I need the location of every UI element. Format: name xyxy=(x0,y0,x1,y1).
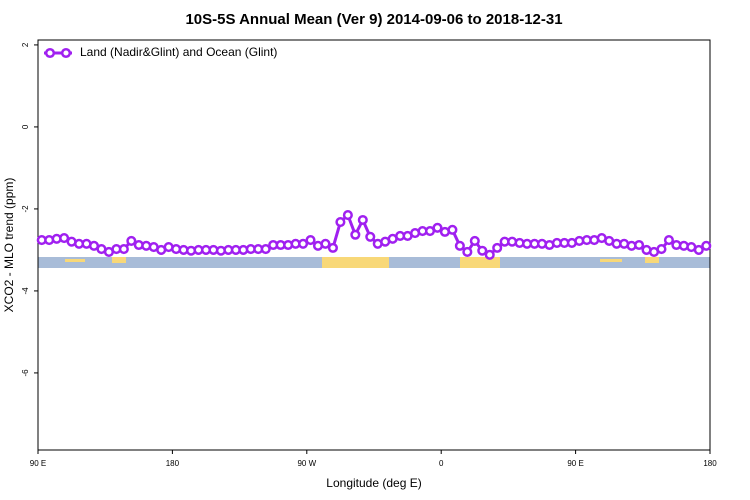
data-point xyxy=(118,244,129,255)
x-axis-label: Longitude (deg E) xyxy=(326,476,421,490)
data-point xyxy=(342,210,353,221)
y-tick-label: -2 xyxy=(21,205,30,213)
x-tick-label: 90 E xyxy=(30,459,46,468)
data-point xyxy=(305,235,316,246)
land-patch xyxy=(322,257,389,268)
legend-label: Land (Nadir&Glint) and Ocean (Glint) xyxy=(80,45,277,59)
legend-marker xyxy=(60,47,72,59)
data-point xyxy=(462,246,473,258)
data-point xyxy=(477,245,488,256)
data-point xyxy=(469,235,480,246)
data-point xyxy=(260,244,271,255)
data-point xyxy=(126,235,137,246)
land-patch xyxy=(65,259,85,262)
y-tick-label: -4 xyxy=(21,287,30,295)
data-point xyxy=(357,214,368,226)
data-point xyxy=(492,242,503,253)
x-tick-label: 90 E xyxy=(567,459,583,468)
data-point xyxy=(327,242,338,253)
x-tick-label: 0 xyxy=(439,459,444,468)
data-point xyxy=(634,239,645,251)
land-patch xyxy=(600,259,622,262)
y-tick-label: -6 xyxy=(21,369,30,377)
data-point xyxy=(350,229,361,240)
x-tick-label: 90 W xyxy=(297,459,316,468)
data-point xyxy=(432,222,443,233)
y-tick-label: 2 xyxy=(21,42,30,47)
map-strip xyxy=(38,257,710,268)
data-point xyxy=(298,238,309,249)
data-point xyxy=(663,235,674,246)
land-patch xyxy=(112,257,126,263)
chart-title: 10S-5S Annual Mean (Ver 9) 2014-09-06 to… xyxy=(185,11,562,28)
data-point xyxy=(59,232,70,244)
land-patch xyxy=(645,257,659,263)
x-tick-label: 180 xyxy=(166,459,180,468)
legend-marker xyxy=(44,47,56,59)
data-point xyxy=(693,244,704,255)
data-point xyxy=(701,240,712,251)
data-point xyxy=(484,249,495,260)
x-tick-label: 180 xyxy=(703,459,717,468)
y-axis-label: XCO2 - MLO trend (ppm) xyxy=(2,178,16,313)
data-point xyxy=(656,244,667,255)
data-point xyxy=(320,238,331,249)
data-point xyxy=(335,216,346,228)
y-tick-label: 0 xyxy=(21,124,30,129)
data-point xyxy=(365,231,376,242)
data-point xyxy=(447,224,458,235)
data-point xyxy=(454,240,465,251)
land-patch xyxy=(460,257,500,268)
